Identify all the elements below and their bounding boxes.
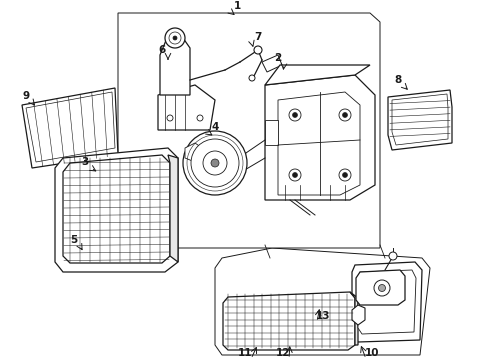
Text: 7: 7 bbox=[254, 32, 262, 42]
Circle shape bbox=[289, 169, 301, 181]
Circle shape bbox=[165, 28, 185, 48]
Polygon shape bbox=[22, 88, 118, 168]
Polygon shape bbox=[168, 155, 178, 262]
Polygon shape bbox=[185, 143, 205, 162]
Polygon shape bbox=[223, 292, 355, 350]
Polygon shape bbox=[26, 92, 115, 162]
Text: 11: 11 bbox=[238, 348, 252, 358]
Polygon shape bbox=[158, 85, 215, 130]
Text: 8: 8 bbox=[394, 75, 402, 85]
Circle shape bbox=[293, 172, 297, 177]
Text: 2: 2 bbox=[274, 53, 282, 63]
Polygon shape bbox=[356, 270, 405, 305]
Circle shape bbox=[183, 131, 247, 195]
Text: 3: 3 bbox=[81, 157, 89, 167]
Polygon shape bbox=[262, 55, 282, 72]
Polygon shape bbox=[392, 94, 448, 145]
Circle shape bbox=[378, 284, 386, 292]
Circle shape bbox=[339, 109, 351, 121]
Polygon shape bbox=[352, 305, 365, 325]
Polygon shape bbox=[63, 155, 170, 263]
Polygon shape bbox=[352, 262, 422, 342]
Circle shape bbox=[343, 172, 347, 177]
Circle shape bbox=[197, 115, 203, 121]
Text: 5: 5 bbox=[71, 235, 77, 245]
Circle shape bbox=[343, 112, 347, 117]
Text: 9: 9 bbox=[23, 91, 29, 101]
Circle shape bbox=[249, 75, 255, 81]
Text: 12: 12 bbox=[276, 348, 290, 358]
Polygon shape bbox=[358, 270, 416, 334]
Polygon shape bbox=[278, 92, 360, 195]
Circle shape bbox=[254, 46, 262, 54]
Circle shape bbox=[169, 32, 181, 44]
Circle shape bbox=[293, 112, 297, 117]
Polygon shape bbox=[55, 148, 178, 272]
Polygon shape bbox=[265, 120, 278, 145]
Text: 13: 13 bbox=[316, 311, 330, 321]
Polygon shape bbox=[118, 13, 380, 248]
Circle shape bbox=[203, 151, 227, 175]
Text: 6: 6 bbox=[158, 45, 166, 55]
Circle shape bbox=[289, 109, 301, 121]
Polygon shape bbox=[350, 292, 358, 345]
Text: 1: 1 bbox=[233, 1, 241, 11]
Text: 4: 4 bbox=[211, 122, 219, 132]
Circle shape bbox=[173, 36, 177, 40]
Circle shape bbox=[374, 280, 390, 296]
Polygon shape bbox=[265, 75, 375, 200]
Circle shape bbox=[167, 115, 173, 121]
Text: 10: 10 bbox=[365, 348, 379, 358]
Circle shape bbox=[389, 252, 397, 260]
Circle shape bbox=[339, 169, 351, 181]
Polygon shape bbox=[160, 38, 190, 95]
Circle shape bbox=[191, 139, 239, 187]
Polygon shape bbox=[215, 248, 430, 355]
Polygon shape bbox=[265, 65, 370, 85]
Circle shape bbox=[211, 159, 219, 167]
Polygon shape bbox=[388, 90, 452, 150]
